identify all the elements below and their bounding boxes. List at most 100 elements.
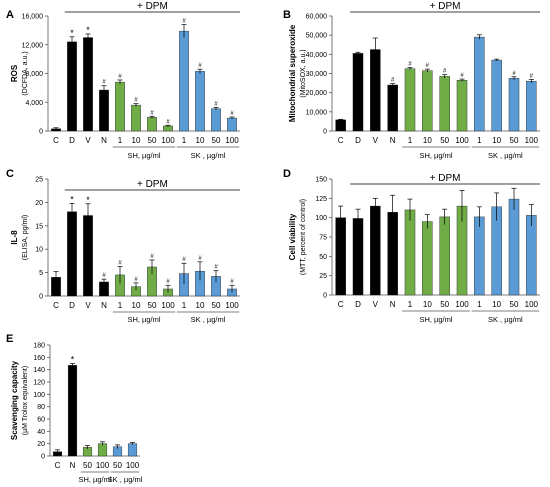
significance-hash: # (134, 277, 138, 283)
x-tick-label: 50 (510, 136, 519, 145)
bar-sh (404, 209, 416, 296)
significance-hash: # (102, 80, 106, 86)
panel-label: D (283, 168, 291, 180)
x-tick-label: 100 (161, 301, 175, 310)
y-tick-label: 20 (35, 200, 43, 207)
bar-sh (147, 117, 157, 132)
x-tick-label: V (373, 136, 379, 145)
bar-control (83, 215, 93, 297)
x-tick-label: 100 (126, 461, 140, 470)
y-tick-label: 20,000 (306, 90, 328, 97)
panel-E: E 0 20 40 60 80 100 120 140 160 180 Scavenging capa… (6, 333, 143, 484)
significance-hash: # (408, 62, 412, 68)
significance-hash: # (182, 257, 186, 263)
panel-C: C 0 5 10 15 20 25 IL-8 (ELISA, pg/ml) C * D * V # N #1 #1… (6, 168, 240, 324)
y-tick-label: 125 (315, 196, 327, 203)
x-tick-label: 10 (132, 136, 141, 145)
group-label-sh: SH, µg/ml (127, 151, 160, 160)
x-tick-label: 10 (196, 136, 205, 145)
bar-sh (163, 125, 173, 132)
y-tick-label: 50 (319, 254, 327, 261)
x-tick-label: 1 (118, 301, 123, 310)
y-axis-subtitle: (MitoSOX, a.u.) (300, 49, 307, 97)
bar-sh (131, 104, 141, 132)
x-tick-label: 50 (113, 461, 122, 470)
significance-hash: # (150, 254, 154, 260)
x-tick-label: N (390, 136, 396, 145)
x-tick-label: 10 (423, 136, 432, 145)
significance-hash: # (530, 73, 534, 79)
x-tick-label: 1 (182, 301, 187, 310)
group-label-sk: SK , µg/ml (191, 315, 226, 324)
group-label-sk: SK , µg/ml (488, 151, 523, 160)
y-tick-label: 160 (33, 355, 45, 362)
x-tick-label: 100 (455, 136, 469, 145)
bar-sk (508, 198, 520, 296)
bar-control (99, 89, 109, 132)
x-tick-label: 10 (196, 301, 205, 310)
bar-sh (422, 221, 433, 296)
y-axis-subtitle: (µM Trolox equivalent) (22, 366, 29, 435)
significance-hash: # (198, 63, 202, 69)
dpm-label: + DPM (137, 1, 168, 12)
x-tick-label: N (390, 300, 396, 309)
bar-sk (491, 59, 502, 132)
significance-hash: # (182, 19, 186, 25)
x-tick-label: 10 (492, 300, 501, 309)
panel-label: C (6, 168, 14, 180)
x-tick-label: C (338, 300, 344, 309)
y-tick-label: 20 (37, 441, 45, 448)
x-tick-label: 10 (492, 136, 501, 145)
y-tick-label: 12,000 (22, 42, 44, 49)
x-tick-label: C (55, 461, 61, 470)
y-tick-label: 100 (33, 392, 45, 399)
x-tick-label: D (355, 136, 361, 145)
y-tick-label: 120 (33, 380, 45, 387)
y-tick-label: 10,000 (306, 109, 328, 116)
x-tick-label: 100 (225, 136, 239, 145)
y-tick-label: 180 (33, 343, 45, 350)
bar-control (352, 218, 364, 296)
bar-control (335, 119, 346, 132)
group-label-sk: SK , µg/ml (108, 475, 143, 484)
significance-hash: # (512, 71, 516, 77)
x-tick-label: 50 (83, 461, 92, 470)
x-tick-label: 100 (225, 301, 239, 310)
x-tick-label: 1 (477, 300, 482, 309)
y-tick-label: 80 (37, 404, 45, 411)
y-axis-title: IL-8 (10, 230, 19, 245)
x-tick-label: 50 (510, 300, 519, 309)
bar-sh (404, 68, 416, 132)
significance-star: * (70, 28, 74, 38)
bar-sh (456, 80, 468, 132)
significance-hash: # (166, 119, 170, 125)
y-tick-label: 40 (37, 429, 45, 436)
bar-sh (422, 70, 433, 132)
bar-sk (211, 108, 221, 132)
x-tick-label: C (53, 301, 59, 310)
x-tick-label: 50 (212, 301, 221, 310)
significance-hash: # (391, 78, 395, 84)
x-tick-label: 1 (477, 136, 482, 145)
dpm-label: + DPM (430, 1, 461, 12)
y-tick-label: 0 (323, 129, 327, 136)
y-tick-label: 100 (315, 215, 327, 222)
x-tick-label: 100 (96, 461, 110, 470)
dpm-label: + DPM (430, 173, 461, 184)
x-tick-label: 50 (148, 301, 157, 310)
bar-sk (127, 443, 138, 457)
x-tick-label: 100 (161, 136, 175, 145)
bar-control (387, 84, 398, 132)
x-tick-label: 10 (423, 300, 432, 309)
significance-hash: # (118, 261, 122, 267)
panel-A: A 0 4,000 8,000 12,000 16,000 ROS (DCFDA, a.u.)… (6, 1, 240, 160)
x-tick-label: D (69, 301, 75, 310)
y-tick-label: 60 (37, 417, 45, 424)
bar-control (352, 53, 364, 132)
significance-star: * (86, 25, 90, 35)
y-tick-label: 4,000 (25, 100, 43, 107)
bar-sk (526, 215, 537, 296)
group-label-sh: SH, µg/ml (419, 315, 452, 324)
y-axis-subtitle: (MTT, percent of control) (300, 199, 307, 275)
x-tick-label: 1 (118, 136, 123, 145)
